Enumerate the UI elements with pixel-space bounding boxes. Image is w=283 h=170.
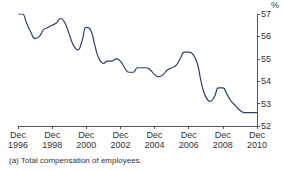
svg-text:1998: 1998: [42, 140, 62, 150]
svg-text:2006: 2006: [179, 140, 199, 150]
svg-text:2010: 2010: [247, 140, 267, 150]
svg-text:Dec: Dec: [44, 130, 61, 140]
svg-text:1996: 1996: [8, 140, 28, 150]
svg-text:55: 55: [261, 54, 271, 64]
svg-text:57: 57: [261, 9, 271, 19]
svg-text:52: 52: [261, 121, 271, 131]
svg-text:Dec: Dec: [181, 130, 198, 140]
svg-text:%: %: [271, 0, 279, 10]
svg-text:(a) Total compensation of empl: (a) Total compensation of employees.: [9, 156, 142, 165]
svg-text:56: 56: [261, 31, 271, 41]
svg-text:2000: 2000: [76, 140, 96, 150]
svg-text:Dec: Dec: [112, 130, 129, 140]
svg-text:Dec: Dec: [10, 130, 27, 140]
svg-text:53: 53: [261, 99, 271, 109]
svg-text:Dec: Dec: [78, 130, 95, 140]
svg-text:2002: 2002: [110, 140, 130, 150]
svg-text:2008: 2008: [213, 140, 233, 150]
svg-text:54: 54: [261, 76, 271, 86]
svg-text:2004: 2004: [145, 140, 165, 150]
svg-text:Dec: Dec: [249, 130, 266, 140]
svg-text:Dec: Dec: [147, 130, 164, 140]
svg-text:Dec: Dec: [215, 130, 232, 140]
